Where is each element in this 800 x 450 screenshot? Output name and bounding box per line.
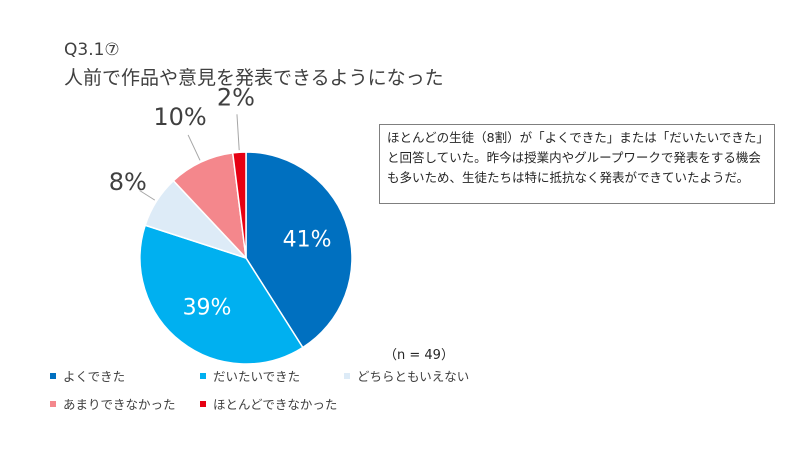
slice-label-dochiratomo: 8% [109,168,147,196]
slice-label-yokudekita: 41% [283,227,332,252]
pie-slice-daitaidekita [139,224,304,365]
pie-slices [139,151,353,365]
leader-line-amaridekinakatta [187,134,201,161]
slice-labels: 41% 39% 8% 10% 2% [109,83,332,320]
legend-swatch-daitaidekita [200,372,206,379]
legend-item-hotondodekinakatta: ほとんどできなかった [200,394,337,413]
pie-slice-hotondodekinakatta [231,151,247,259]
legend-item-yokudekita: よくできた [50,366,125,385]
legend-item-dochiratomo: どちらともいえない [344,366,469,385]
legend-label-hotondodekinakatta: ほとんどできなかった [213,397,338,412]
sample-size-label: （n = 49） [384,348,454,363]
legend-item-amaridekinakatta: あまりできなかった [50,394,176,413]
legend-item-daitaidekita: だいたいできた [200,366,300,385]
leader-lines [139,114,240,201]
commentary-text: ほとんどの生徒（8割）が「よくできた」または「だいたいできた」と回答していた。昨… [387,130,763,185]
legend-swatch-hotondodekinakatta [200,400,206,407]
chart-question-code: Q3.1⑦ [64,40,120,60]
legend-label-dochiratomo: どちらともいえない [357,369,470,384]
commentary-box: ほとんどの生徒（8割）が「よくできた」または「だいたいできた」と回答していた。昨… [379,124,775,204]
slice-label-daitaidekita: 39% [183,295,232,320]
slice-label-amaridekinakatta: 10% [153,103,206,131]
leader-line-hotondodekinakatta [236,114,240,151]
legend-label-amaridekinakatta: あまりできなかった [63,397,176,412]
chart-title: 人前で作品や意見を発表できるようになった [64,67,444,89]
legend-swatch-amaridekinakatta [50,400,56,407]
leader-line-dochiratomo [139,190,156,201]
legend-swatch-dochiratomo [344,372,350,379]
legend-label-yokudekita: よくできた [63,369,126,384]
legend-label-daitaidekita: だいたいできた [213,369,301,384]
legend-swatch-yokudekita [50,372,56,379]
slice-label-hotondodekinakatta: 2% [217,83,255,111]
